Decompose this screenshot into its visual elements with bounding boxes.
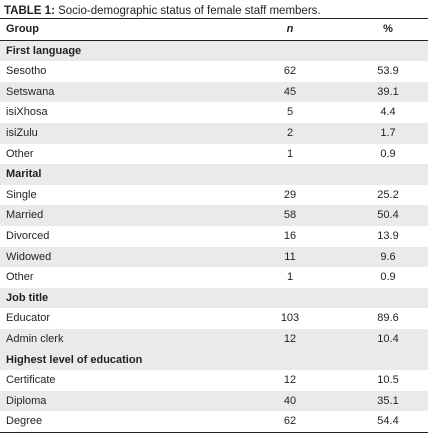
- cell-percent: 89.6: [377, 312, 399, 325]
- cell-group: Diploma: [0, 390, 232, 412]
- column-header-n: n: [286, 23, 294, 35]
- cell-group: Other: [6, 271, 34, 284]
- cell-n: 12: [232, 328, 348, 350]
- table-row: Diploma 40 35.1: [0, 390, 428, 412]
- cell-group: Divorced: [6, 229, 50, 242]
- cell-percent: 9.6: [348, 246, 428, 268]
- column-header-percent: %: [383, 23, 393, 35]
- table-row: Married 58 50.4: [0, 205, 428, 226]
- table-row: Degree 62 54.4: [0, 411, 428, 433]
- table-row: Educator 103 89.6: [0, 308, 428, 329]
- table-row: Other 1 0.9: [0, 144, 428, 165]
- cell-n: 1: [286, 271, 294, 284]
- cell-n: 16: [283, 229, 297, 242]
- table-body: First language Sesotho 62 53.9 Setswana 45 39.…: [0, 40, 428, 433]
- cell-n: 62: [283, 65, 297, 78]
- cell-n: 2: [232, 122, 348, 144]
- cell-percent: 54.4: [377, 415, 399, 428]
- cell-n: 40: [232, 390, 348, 412]
- table-row: Other 1 0.9: [0, 267, 428, 288]
- table-row: isiZulu 2 1.7: [0, 122, 428, 144]
- section-header-row: Highest level of education: [0, 349, 428, 371]
- section-header-row: First language: [0, 40, 428, 62]
- cell-percent: 53.9: [377, 65, 399, 78]
- cell-n: 58: [232, 205, 348, 226]
- demographics-table: Group n % First language Sesotho 62 53.9 Set…: [0, 18, 428, 433]
- cell-group: Single: [6, 188, 37, 201]
- cell-percent: 10.4: [348, 328, 428, 350]
- cell-n: 12: [283, 374, 297, 387]
- section-title: Job title: [0, 287, 428, 309]
- table-row: Sesotho 62 53.9: [0, 61, 428, 82]
- table-row: isiXhosa 5 4.4: [0, 102, 428, 123]
- table-row: Divorced 16 13.9: [0, 226, 428, 247]
- cell-group: isiZulu: [0, 122, 232, 144]
- cell-percent: 50.4: [348, 205, 428, 226]
- table-row: Admin clerk 12 10.4: [0, 328, 428, 350]
- cell-percent: 13.9: [377, 229, 399, 242]
- cell-group: Setswana: [0, 81, 232, 103]
- table-caption: TABLE 1: Socio-demographic status of fem…: [4, 4, 321, 18]
- cell-percent: 1.7: [348, 122, 428, 144]
- cell-percent: 4.4: [380, 106, 396, 119]
- table-row: Certificate 12 10.5: [0, 370, 428, 391]
- section-header-row: Job title: [0, 287, 428, 309]
- cell-percent: 39.1: [348, 81, 428, 103]
- cell-percent: 0.9: [380, 147, 396, 160]
- cell-n: 29: [283, 188, 297, 201]
- cell-group: Other: [6, 147, 34, 160]
- cell-group: Widowed: [0, 246, 232, 268]
- cell-n: 62: [283, 415, 297, 428]
- table-header-row: Group n %: [0, 18, 428, 41]
- cell-percent: 25.2: [377, 188, 399, 201]
- cell-group: Admin clerk: [0, 328, 232, 350]
- cell-n: 45: [232, 81, 348, 103]
- cell-percent: 35.1: [348, 390, 428, 412]
- section-title: Marital: [0, 164, 428, 185]
- table-caption-text: Socio-demographic status of female staff…: [58, 5, 321, 17]
- cell-group: Married: [0, 205, 232, 226]
- cell-n: 1: [286, 147, 294, 160]
- cell-percent: 0.9: [380, 271, 396, 284]
- section-title: First language: [0, 40, 428, 62]
- column-header-group: Group: [6, 23, 39, 35]
- section-title: Highest level of education: [0, 349, 428, 371]
- cell-n: 11: [232, 246, 348, 268]
- cell-group: isiXhosa: [6, 106, 48, 119]
- cell-percent: 10.5: [377, 374, 399, 387]
- table-row: Setswana 45 39.1: [0, 81, 428, 103]
- table-row: Single 29 25.2: [0, 185, 428, 206]
- cell-group: Educator: [6, 312, 51, 325]
- cell-group: Sesotho: [6, 65, 47, 78]
- table-caption-label: TABLE 1:: [4, 5, 55, 17]
- cell-n: 5: [286, 106, 294, 119]
- cell-group: Certificate: [6, 374, 56, 387]
- cell-group: Degree: [6, 415, 43, 428]
- table-row: Widowed 11 9.6: [0, 246, 428, 268]
- cell-n: 103: [280, 312, 300, 325]
- section-header-row: Marital: [0, 164, 428, 185]
